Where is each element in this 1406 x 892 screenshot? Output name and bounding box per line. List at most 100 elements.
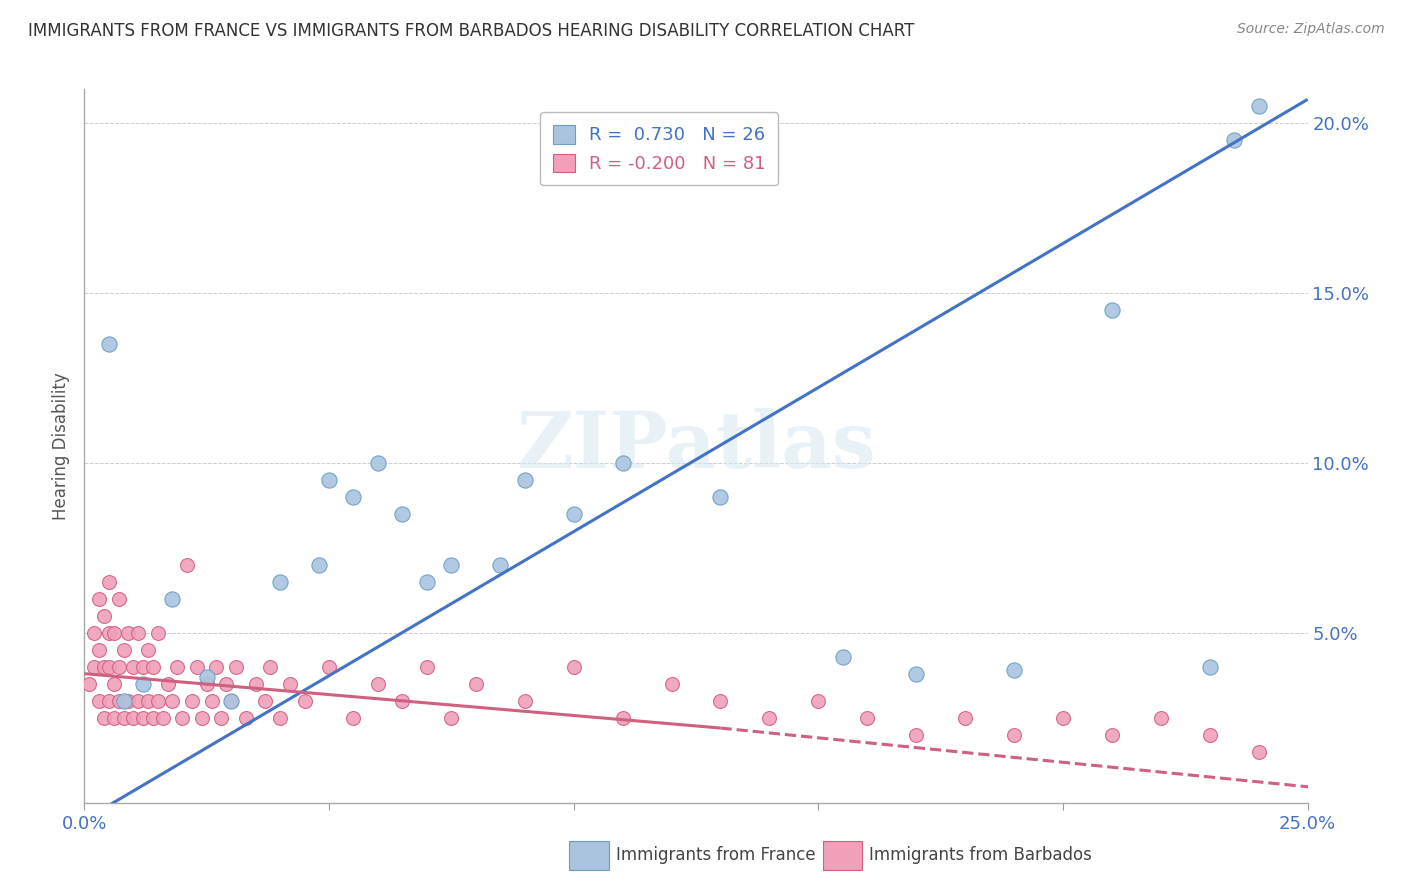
Point [93,711,115,725]
Point [278,677,301,691]
Point [166,660,188,674]
Point [112,643,135,657]
Point [132,677,155,691]
Point [1052,711,1074,725]
Point [367,456,389,470]
Point [269,574,291,589]
Point [87,694,110,708]
Point [259,660,281,674]
Point [294,694,316,708]
Point [807,694,830,708]
Point [103,711,125,725]
Point [391,694,413,708]
Point [103,626,125,640]
Point [127,626,149,640]
Point [856,711,879,725]
Point [162,591,184,606]
Point [117,694,139,708]
Point [142,711,165,725]
Point [176,558,198,572]
Point [87,591,110,606]
Point [661,677,683,691]
Point [205,660,228,674]
Point [195,670,218,684]
Point [235,711,257,725]
Point [254,694,277,708]
Point [186,660,208,674]
Point [953,711,976,725]
Point [318,473,340,487]
Point [132,660,155,674]
Point [146,694,169,708]
Point [342,490,364,504]
Point [132,711,155,725]
Point [191,711,214,725]
Point [181,694,204,708]
Y-axis label: Hearing Disability: Hearing Disability [52,372,70,520]
Point [87,643,110,657]
Point [1002,728,1025,742]
Point [83,660,105,674]
Point [905,666,928,681]
Point [152,711,174,725]
Point [117,626,139,640]
Point [905,728,928,742]
Point [269,711,291,725]
Point [219,694,242,708]
Point [440,558,463,572]
Point [464,677,486,691]
Text: IMMIGRANTS FROM FRANCE VS IMMIGRANTS FROM BARBADOS HEARING DISABILITY CORRELATIO: IMMIGRANTS FROM FRANCE VS IMMIGRANTS FRO… [28,22,914,40]
Point [1002,663,1025,677]
Point [215,677,238,691]
Point [107,694,129,708]
Point [440,711,463,725]
Point [122,660,145,674]
Point [107,660,129,674]
Point [136,643,159,657]
Legend: R =  0.730   N = 26, R = -0.200   N = 81: R = 0.730 N = 26, R = -0.200 N = 81 [540,112,778,186]
Point [416,574,439,589]
Point [513,473,536,487]
Point [97,626,120,640]
Point [1198,660,1220,674]
Point [93,660,115,674]
Point [219,694,242,708]
Point [416,660,439,674]
Point [103,677,125,691]
Point [1150,711,1173,725]
Point [200,694,222,708]
Point [562,660,585,674]
Point [1247,745,1270,759]
Point [1223,133,1246,147]
Text: ZIPatlas: ZIPatlas [516,408,876,484]
Point [513,694,536,708]
Point [318,660,340,674]
Text: Source: ZipAtlas.com: Source: ZipAtlas.com [1237,22,1385,37]
Point [97,694,120,708]
Point [225,660,247,674]
Point [162,694,184,708]
Point [342,711,364,725]
Point [831,649,853,664]
Point [709,694,731,708]
Point [308,558,330,572]
Point [107,591,129,606]
Point [156,677,179,691]
Point [146,626,169,640]
Point [136,694,159,708]
Point [1101,728,1123,742]
Point [1101,303,1123,318]
Point [195,677,218,691]
Point [97,660,120,674]
Point [562,507,585,521]
Point [612,456,634,470]
Point [142,660,165,674]
Point [93,608,115,623]
Point [127,694,149,708]
Point [172,711,194,725]
Point [209,711,232,725]
Point [758,711,780,725]
Point [709,490,731,504]
Point [245,677,267,691]
Point [112,711,135,725]
